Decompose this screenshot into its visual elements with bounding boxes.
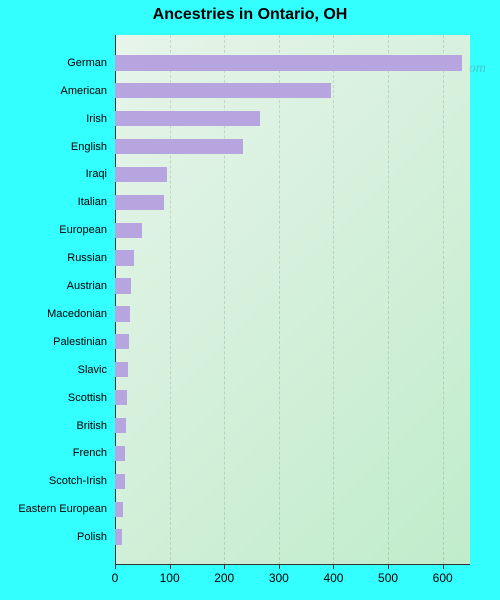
y-tick-label: German — [0, 57, 107, 69]
y-tick-label: English — [0, 141, 107, 153]
x-tick — [115, 565, 116, 569]
bar — [115, 250, 134, 265]
bar-row — [115, 250, 470, 265]
bar — [115, 278, 131, 293]
x-tick-label: 100 — [160, 571, 180, 585]
plot-area: 0100200300400500600 — [115, 35, 470, 565]
x-axis-line — [115, 564, 470, 565]
bar — [115, 167, 167, 182]
x-tick — [333, 565, 334, 569]
bar-row — [115, 474, 470, 489]
y-tick-label: Iraqi — [0, 168, 107, 180]
bar-row — [115, 502, 470, 517]
bar — [115, 474, 125, 489]
bar-row — [115, 139, 470, 154]
bar — [115, 111, 260, 126]
y-tick-label: Scotch-Irish — [0, 475, 107, 487]
bar — [115, 334, 129, 349]
bar-row — [115, 223, 470, 238]
y-tick-label: European — [0, 224, 107, 236]
x-tick-label: 600 — [433, 571, 453, 585]
x-tick — [279, 565, 280, 569]
x-tick — [443, 565, 444, 569]
y-tick-label: Scottish — [0, 392, 107, 404]
bar-row — [115, 446, 470, 461]
bar — [115, 529, 122, 544]
bar-row — [115, 195, 470, 210]
y-tick-label: Irish — [0, 113, 107, 125]
bar — [115, 223, 142, 238]
bar-row — [115, 167, 470, 182]
bar-row — [115, 111, 470, 126]
bar-row — [115, 529, 470, 544]
x-tick — [224, 565, 225, 569]
bar — [115, 139, 243, 154]
bar — [115, 306, 130, 321]
chart-title: Ancestries in Ontario, OH — [0, 6, 500, 24]
y-tick-label: British — [0, 420, 107, 432]
y-tick-label: French — [0, 447, 107, 459]
y-tick-label: Eastern European — [0, 503, 107, 515]
bar — [115, 390, 127, 405]
bar — [115, 195, 164, 210]
y-tick-label: Austrian — [0, 280, 107, 292]
y-tick-label: Italian — [0, 196, 107, 208]
x-tick-label: 0 — [112, 571, 119, 585]
bar — [115, 55, 462, 70]
y-tick-label: Palestinian — [0, 336, 107, 348]
bar-row — [115, 83, 470, 98]
bar — [115, 83, 331, 98]
bar — [115, 362, 128, 377]
x-tick — [388, 565, 389, 569]
bar-row — [115, 390, 470, 405]
bar-row — [115, 306, 470, 321]
x-tick-label: 200 — [214, 571, 234, 585]
bar — [115, 502, 123, 517]
bar — [115, 418, 126, 433]
x-tick-label: 400 — [323, 571, 343, 585]
y-tick-label: Slavic — [0, 364, 107, 376]
x-tick-label: 300 — [269, 571, 289, 585]
y-tick-label: American — [0, 85, 107, 97]
page-root: Ancestries in Ontario, OH City-Data.com … — [0, 0, 500, 600]
bar-row — [115, 278, 470, 293]
y-tick-label: Polish — [0, 531, 107, 543]
x-tick — [170, 565, 171, 569]
bar-row — [115, 334, 470, 349]
bar — [115, 446, 125, 461]
bar-row — [115, 55, 470, 70]
bar-row — [115, 418, 470, 433]
x-tick-label: 500 — [378, 571, 398, 585]
y-tick-label: Russian — [0, 252, 107, 264]
y-tick-label: Macedonian — [0, 308, 107, 320]
bar-row — [115, 362, 470, 377]
